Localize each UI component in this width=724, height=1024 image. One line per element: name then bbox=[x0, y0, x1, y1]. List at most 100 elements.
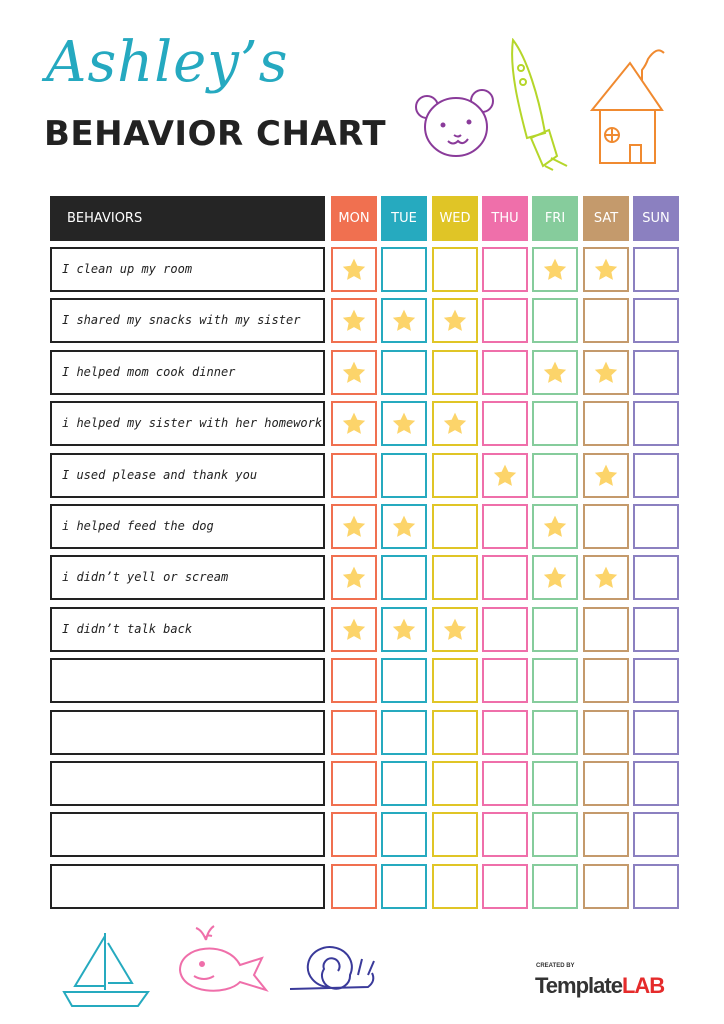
day-cell-thu[interactable] bbox=[482, 350, 528, 395]
day-cell-mon[interactable] bbox=[331, 555, 377, 600]
day-cell-tue[interactable] bbox=[381, 761, 427, 806]
day-cell-sat[interactable] bbox=[583, 761, 629, 806]
day-cell-wed[interactable] bbox=[432, 710, 478, 755]
day-cell-thu[interactable] bbox=[482, 555, 528, 600]
day-cell-sat[interactable] bbox=[583, 453, 629, 498]
day-cell-sat[interactable] bbox=[583, 607, 629, 652]
behavior-cell[interactable] bbox=[50, 812, 325, 857]
day-cell-tue[interactable] bbox=[381, 607, 427, 652]
day-cell-thu[interactable] bbox=[482, 504, 528, 549]
day-cell-sun[interactable] bbox=[633, 350, 679, 395]
day-cell-sun[interactable] bbox=[633, 247, 679, 292]
day-cell-mon[interactable] bbox=[331, 504, 377, 549]
day-cell-sat[interactable] bbox=[583, 298, 629, 343]
behavior-cell[interactable] bbox=[50, 710, 325, 755]
day-cell-sun[interactable] bbox=[633, 453, 679, 498]
day-cell-sat[interactable] bbox=[583, 864, 629, 909]
day-cell-tue[interactable] bbox=[381, 812, 427, 857]
day-cell-mon[interactable] bbox=[331, 761, 377, 806]
day-cell-sun[interactable] bbox=[633, 761, 679, 806]
day-cell-wed[interactable] bbox=[432, 298, 478, 343]
day-cell-fri[interactable] bbox=[532, 761, 578, 806]
behavior-cell[interactable]: i helped my sister with her homework bbox=[50, 401, 325, 446]
day-cell-wed[interactable] bbox=[432, 453, 478, 498]
day-cell-tue[interactable] bbox=[381, 555, 427, 600]
day-cell-wed[interactable] bbox=[432, 555, 478, 600]
day-cell-tue[interactable] bbox=[381, 710, 427, 755]
day-cell-mon[interactable] bbox=[331, 710, 377, 755]
day-cell-mon[interactable] bbox=[331, 864, 377, 909]
day-cell-sun[interactable] bbox=[633, 298, 679, 343]
day-cell-sun[interactable] bbox=[633, 401, 679, 446]
day-cell-mon[interactable] bbox=[331, 298, 377, 343]
day-cell-fri[interactable] bbox=[532, 812, 578, 857]
day-cell-thu[interactable] bbox=[482, 298, 528, 343]
day-cell-tue[interactable] bbox=[381, 658, 427, 703]
behavior-cell[interactable]: I shared my snacks with my sister bbox=[50, 298, 325, 343]
day-cell-tue[interactable] bbox=[381, 864, 427, 909]
day-cell-sun[interactable] bbox=[633, 710, 679, 755]
day-cell-thu[interactable] bbox=[482, 401, 528, 446]
day-cell-tue[interactable] bbox=[381, 504, 427, 549]
day-cell-sun[interactable] bbox=[633, 864, 679, 909]
behavior-cell[interactable]: I clean up my room bbox=[50, 247, 325, 292]
day-cell-thu[interactable] bbox=[482, 658, 528, 703]
day-cell-sat[interactable] bbox=[583, 710, 629, 755]
day-cell-fri[interactable] bbox=[532, 864, 578, 909]
behavior-cell[interactable]: I didn’t talk back bbox=[50, 607, 325, 652]
day-cell-fri[interactable] bbox=[532, 401, 578, 446]
day-cell-sat[interactable] bbox=[583, 504, 629, 549]
day-cell-wed[interactable] bbox=[432, 247, 478, 292]
day-cell-thu[interactable] bbox=[482, 761, 528, 806]
day-cell-mon[interactable] bbox=[331, 247, 377, 292]
day-cell-fri[interactable] bbox=[532, 453, 578, 498]
behavior-cell[interactable]: i didn’t yell or scream bbox=[50, 555, 325, 600]
day-cell-thu[interactable] bbox=[482, 710, 528, 755]
day-cell-fri[interactable] bbox=[532, 658, 578, 703]
day-cell-sun[interactable] bbox=[633, 658, 679, 703]
day-cell-wed[interactable] bbox=[432, 864, 478, 909]
behavior-cell[interactable] bbox=[50, 761, 325, 806]
day-cell-mon[interactable] bbox=[331, 812, 377, 857]
behavior-cell[interactable] bbox=[50, 658, 325, 703]
day-cell-mon[interactable] bbox=[331, 607, 377, 652]
day-cell-tue[interactable] bbox=[381, 453, 427, 498]
day-cell-wed[interactable] bbox=[432, 350, 478, 395]
day-cell-tue[interactable] bbox=[381, 298, 427, 343]
day-cell-mon[interactable] bbox=[331, 350, 377, 395]
day-cell-fri[interactable] bbox=[532, 298, 578, 343]
day-cell-sat[interactable] bbox=[583, 555, 629, 600]
day-cell-mon[interactable] bbox=[331, 453, 377, 498]
day-cell-tue[interactable] bbox=[381, 247, 427, 292]
day-cell-mon[interactable] bbox=[331, 658, 377, 703]
day-cell-thu[interactable] bbox=[482, 453, 528, 498]
day-cell-mon[interactable] bbox=[331, 401, 377, 446]
day-cell-sat[interactable] bbox=[583, 812, 629, 857]
day-cell-tue[interactable] bbox=[381, 350, 427, 395]
behavior-cell[interactable]: I helped mom cook dinner bbox=[50, 350, 325, 395]
day-cell-sat[interactable] bbox=[583, 247, 629, 292]
day-cell-wed[interactable] bbox=[432, 812, 478, 857]
day-cell-sun[interactable] bbox=[633, 504, 679, 549]
day-cell-thu[interactable] bbox=[482, 864, 528, 909]
day-cell-fri[interactable] bbox=[532, 247, 578, 292]
behavior-cell[interactable] bbox=[50, 864, 325, 909]
day-cell-tue[interactable] bbox=[381, 401, 427, 446]
day-cell-thu[interactable] bbox=[482, 247, 528, 292]
day-cell-sat[interactable] bbox=[583, 350, 629, 395]
behavior-cell[interactable]: i helped feed the dog bbox=[50, 504, 325, 549]
day-cell-sat[interactable] bbox=[583, 658, 629, 703]
day-cell-thu[interactable] bbox=[482, 812, 528, 857]
day-cell-fri[interactable] bbox=[532, 555, 578, 600]
day-cell-fri[interactable] bbox=[532, 350, 578, 395]
day-cell-sat[interactable] bbox=[583, 401, 629, 446]
day-cell-sun[interactable] bbox=[633, 555, 679, 600]
day-cell-sun[interactable] bbox=[633, 607, 679, 652]
day-cell-wed[interactable] bbox=[432, 761, 478, 806]
day-cell-wed[interactable] bbox=[432, 504, 478, 549]
day-cell-fri[interactable] bbox=[532, 710, 578, 755]
behavior-cell[interactable]: I used please and thank you bbox=[50, 453, 325, 498]
day-cell-wed[interactable] bbox=[432, 658, 478, 703]
day-cell-sun[interactable] bbox=[633, 812, 679, 857]
day-cell-fri[interactable] bbox=[532, 607, 578, 652]
